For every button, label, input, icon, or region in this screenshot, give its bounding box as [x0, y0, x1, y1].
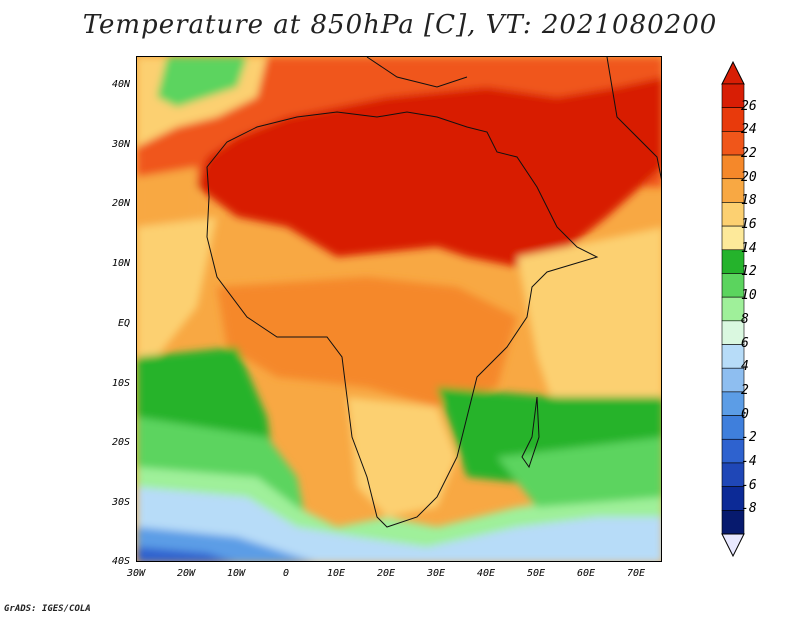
- credit-text: GrADS: IGES/COLA: [4, 604, 91, 614]
- lon-label: 40E: [476, 568, 496, 579]
- colorbar-bottom-arrow: [721, 533, 745, 558]
- colorbar-tick-label: 22: [741, 146, 757, 162]
- colorbar-tick-label: 10: [741, 288, 757, 304]
- colorbar: [718, 60, 748, 560]
- lat-label: 10N: [111, 258, 130, 269]
- colorbar-tick-label: 16: [741, 217, 757, 233]
- lon-label: 30W: [126, 568, 146, 579]
- lon-label: 50E: [526, 568, 546, 579]
- lat-label: 20S: [111, 437, 130, 448]
- colorbar-top-arrow: [721, 60, 745, 85]
- colorbar-tick-label: 2: [741, 382, 749, 398]
- colorbar-tick-label: 0: [741, 406, 749, 422]
- lon-label: 20E: [376, 568, 396, 579]
- colorbar-tick-label: -6: [741, 477, 757, 493]
- lat-label: 20N: [111, 198, 130, 209]
- lat-label: 30N: [111, 139, 130, 150]
- chart-title: Temperature at 850hPa [C], VT: 202108020…: [82, 10, 718, 40]
- lon-label: 10E: [326, 568, 346, 579]
- lon-label: 20W: [176, 568, 196, 579]
- colorbar-tick-label: 20: [741, 169, 757, 185]
- lon-label: 70E: [626, 568, 646, 579]
- colorbar-tick-label: 12: [741, 264, 757, 280]
- colorbar-tick-label: 6: [741, 335, 749, 351]
- colorbar-tick-label: 24: [741, 122, 757, 138]
- lat-label: EQ: [117, 318, 130, 329]
- lon-label: 10W: [226, 568, 246, 579]
- lat-label: 40N: [111, 79, 130, 90]
- colorbar-tick-label: 4: [741, 359, 749, 375]
- colorbar-tick-label: -2: [741, 430, 757, 446]
- lat-label: 30S: [111, 497, 130, 508]
- colorbar-tick-label: 26: [741, 98, 757, 114]
- lat-label: 40S: [111, 556, 130, 567]
- lon-label: 60E: [576, 568, 596, 579]
- colorbar-tick-label: 14: [741, 240, 757, 256]
- colorbar-tick-label: -8: [741, 501, 757, 517]
- lon-label: 0: [282, 568, 290, 579]
- colorbar-tick-label: 8: [741, 311, 749, 327]
- lon-label: 30E: [426, 568, 446, 579]
- lat-label: 10S: [111, 378, 130, 389]
- temperature-map: [136, 56, 662, 562]
- colorbar-tick-label: 18: [741, 193, 757, 209]
- colorbar-tick-label: -4: [741, 453, 757, 469]
